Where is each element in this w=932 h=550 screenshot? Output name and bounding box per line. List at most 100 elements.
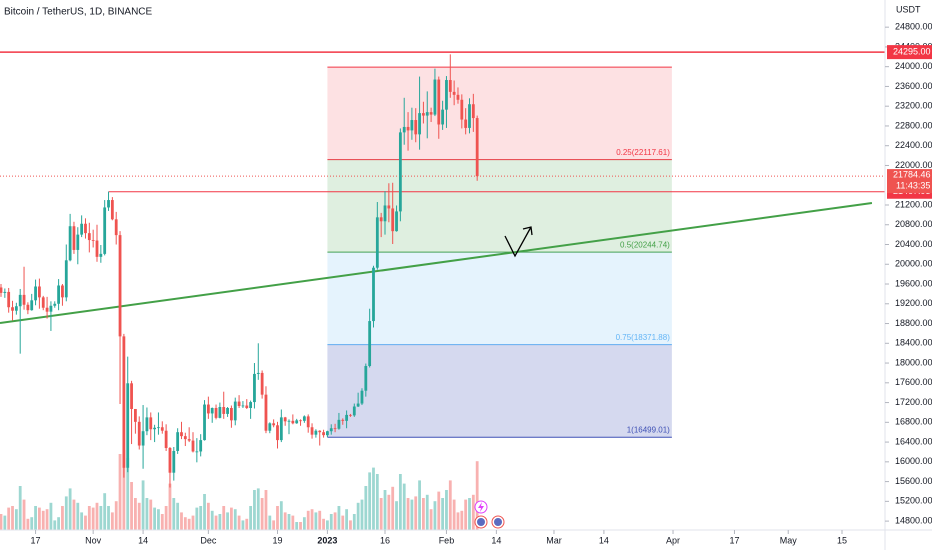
candle-body bbox=[11, 307, 14, 311]
y-tick-label: 15600.00 bbox=[895, 476, 932, 486]
volume-bar bbox=[183, 517, 187, 530]
volume-bar bbox=[245, 518, 249, 530]
candle-body bbox=[391, 208, 395, 232]
volume-bar bbox=[145, 498, 149, 530]
candle-body bbox=[352, 406, 356, 416]
volume-bar bbox=[429, 509, 433, 530]
volume-bar bbox=[441, 498, 445, 530]
candle-body bbox=[448, 80, 452, 92]
volume-bar bbox=[80, 512, 84, 530]
candle-body bbox=[68, 226, 72, 261]
candle-body bbox=[402, 126, 406, 133]
fib-label: 0.25(22117.61) bbox=[616, 148, 670, 157]
volume-bar bbox=[18, 486, 22, 530]
candle-body bbox=[364, 366, 368, 391]
x-tick-label: 15 bbox=[837, 535, 847, 545]
volume-bar bbox=[314, 512, 318, 530]
volume-bar bbox=[310, 509, 314, 530]
candle-body bbox=[456, 94, 460, 100]
volume-bar bbox=[149, 499, 153, 530]
candle-body bbox=[356, 403, 360, 407]
candle-body bbox=[287, 420, 291, 422]
candle-body bbox=[87, 233, 91, 241]
chart-title: Bitcoin / TetherUS, 1D, BINANCE bbox=[4, 7, 153, 18]
trendline bbox=[0, 202, 873, 324]
candle-body bbox=[475, 118, 479, 177]
volume-bar bbox=[387, 494, 391, 530]
volume-bar bbox=[337, 506, 341, 530]
candle-body bbox=[276, 425, 279, 441]
volume-bar bbox=[14, 509, 18, 530]
volume-bar bbox=[391, 486, 395, 530]
volume-bar bbox=[283, 512, 287, 530]
candle-body bbox=[429, 112, 433, 115]
volume-bar bbox=[241, 520, 245, 530]
candle-body bbox=[187, 439, 191, 441]
candle-body bbox=[130, 383, 133, 409]
volume-bar bbox=[364, 486, 368, 530]
volume-bar bbox=[410, 499, 414, 530]
y-tick-label: 18000.00 bbox=[895, 357, 932, 367]
candle-body bbox=[157, 427, 160, 429]
candle-body bbox=[30, 300, 34, 311]
price-box bbox=[887, 45, 932, 60]
volume-bar bbox=[26, 518, 30, 530]
volume-bar bbox=[3, 515, 7, 530]
event-icons bbox=[474, 500, 505, 529]
candle-body bbox=[45, 307, 49, 312]
y-tick-label: 15200.00 bbox=[895, 496, 932, 506]
y-tick-label: 19600.00 bbox=[895, 278, 932, 288]
volume-bar bbox=[107, 506, 110, 530]
candle-body bbox=[349, 414, 352, 416]
candle-body bbox=[34, 286, 37, 301]
currency: USDT bbox=[896, 4, 921, 14]
y-tick-label: 17200.00 bbox=[895, 397, 932, 407]
candle-body bbox=[7, 291, 11, 308]
volume-bar bbox=[345, 509, 349, 530]
fib-zone bbox=[327, 67, 672, 160]
volume-bar bbox=[256, 488, 260, 530]
candle-body bbox=[260, 372, 264, 395]
candle-body bbox=[237, 401, 241, 407]
candle-body bbox=[425, 112, 429, 116]
volume-bar bbox=[418, 480, 421, 530]
candle-body bbox=[176, 432, 180, 451]
volume-bar bbox=[203, 494, 206, 530]
volume-bar bbox=[84, 515, 87, 530]
volume-bar bbox=[206, 502, 210, 530]
last-price-box bbox=[887, 169, 932, 194]
x-tick-label: Mar bbox=[546, 535, 562, 545]
candle-body bbox=[398, 132, 402, 212]
candle-body bbox=[256, 372, 260, 374]
volume-bar bbox=[322, 518, 325, 530]
volume-bar bbox=[475, 461, 479, 530]
volume-bar bbox=[468, 498, 471, 530]
volume-bar bbox=[95, 502, 99, 530]
volume-bar bbox=[372, 467, 375, 530]
x-tick-label: 17 bbox=[31, 535, 41, 545]
volume-bar bbox=[383, 490, 387, 530]
candle-body bbox=[18, 294, 22, 307]
volume-bar bbox=[448, 480, 452, 530]
volume-bar bbox=[302, 517, 306, 530]
candle-body bbox=[214, 407, 218, 418]
candle-body bbox=[80, 223, 84, 235]
candle-body bbox=[110, 200, 114, 220]
candle-body bbox=[406, 126, 410, 131]
volume-bar bbox=[445, 490, 448, 530]
volume-bar bbox=[352, 514, 356, 530]
volume-bar bbox=[210, 510, 214, 530]
volume-bar bbox=[253, 490, 256, 530]
candle-body bbox=[183, 436, 187, 440]
volume-bar bbox=[30, 517, 34, 530]
candle-body bbox=[233, 401, 237, 421]
candle-body bbox=[99, 253, 103, 257]
x-tick-label: 14 bbox=[491, 535, 501, 545]
volume-bar bbox=[456, 512, 460, 530]
candle-body bbox=[441, 109, 445, 125]
volume-bar bbox=[326, 520, 329, 530]
candle-body bbox=[164, 430, 168, 449]
candle-body bbox=[107, 200, 110, 208]
candle-body bbox=[329, 428, 333, 432]
